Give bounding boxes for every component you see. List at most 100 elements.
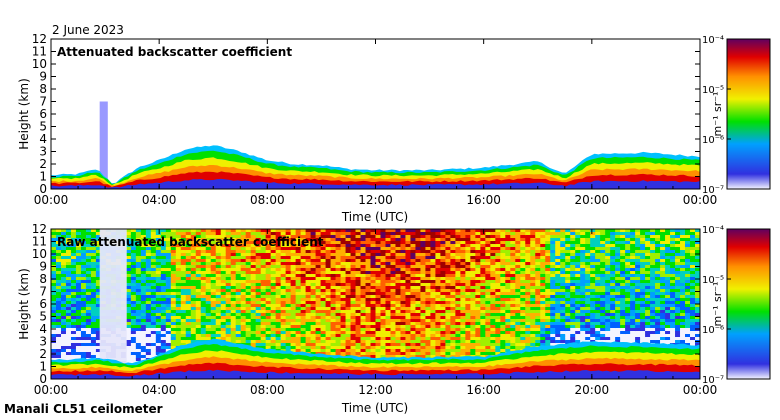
heatmap-cell xyxy=(425,334,431,338)
heatmap-cell xyxy=(395,229,401,233)
heatmap-cell xyxy=(415,352,421,356)
heatmap-cell xyxy=(55,349,62,353)
heatmap-cell xyxy=(450,274,456,278)
heatmap-cell xyxy=(370,298,376,302)
heatmap-cell xyxy=(275,346,282,350)
heatmap-cell xyxy=(425,232,431,236)
heatmap-cell xyxy=(190,262,197,266)
heatmap-cell xyxy=(400,346,406,350)
heatmap-cell xyxy=(75,328,82,332)
heatmap-cell xyxy=(325,313,331,317)
heatmap-cell xyxy=(160,331,167,335)
heatmap-cell xyxy=(350,232,356,236)
heatmap-cell xyxy=(135,340,142,344)
heatmap-cell xyxy=(205,247,212,251)
heatmap-cell xyxy=(365,229,371,233)
heatmap-cell xyxy=(480,247,486,251)
heatmap-cell xyxy=(530,241,536,245)
heatmap-cell xyxy=(225,301,232,305)
heatmap-cell xyxy=(485,349,491,353)
heatmap-cell xyxy=(220,292,227,296)
heatmap-cell xyxy=(410,334,416,338)
heatmap-cell xyxy=(280,328,287,332)
heatmap-cell xyxy=(515,343,521,347)
heatmap-cell xyxy=(305,322,311,326)
heatmap-cell xyxy=(295,328,302,332)
heatmap-cell xyxy=(295,319,302,323)
heatmap-cell xyxy=(90,232,97,236)
heatmap-cell xyxy=(350,316,356,320)
heatmap-cell xyxy=(310,319,316,323)
heatmap-cell xyxy=(520,334,526,338)
heatmap-cell xyxy=(230,235,237,239)
heatmap-cell xyxy=(130,229,137,233)
heatmap-cell xyxy=(405,340,411,344)
heatmap-cell xyxy=(170,250,177,254)
heatmap-cell xyxy=(425,325,431,329)
panel-attenuated: Attenuated backscatter coefficient 01234… xyxy=(17,32,771,224)
heatmap-cell xyxy=(370,328,376,332)
heatmap-cell xyxy=(215,304,222,308)
heatmap-cell xyxy=(250,283,257,287)
heatmap-cell xyxy=(225,229,232,233)
heatmap-cell xyxy=(440,289,446,293)
heatmap-cell xyxy=(335,295,341,299)
heatmap-cell xyxy=(330,298,336,302)
heatmap-cell xyxy=(520,307,526,311)
heatmap-cell xyxy=(520,316,526,320)
heatmap-cell xyxy=(60,244,67,248)
heatmap-cell xyxy=(215,274,222,278)
heatmap-cell xyxy=(390,337,396,341)
heatmap-cell xyxy=(470,298,476,302)
heatmap-cell xyxy=(470,346,476,350)
heatmap-cell xyxy=(75,304,82,308)
heatmap-cell xyxy=(160,274,167,278)
heatmap-cell xyxy=(520,250,526,254)
heatmap-cell xyxy=(245,325,252,329)
heatmap-cell xyxy=(395,316,401,320)
heatmap-cell xyxy=(430,277,436,281)
heatmap-cell xyxy=(95,286,102,290)
heatmap-cell xyxy=(135,310,142,314)
heatmap-cell xyxy=(315,235,321,239)
heatmap-cell xyxy=(335,277,341,281)
heatmap-cell xyxy=(200,328,207,332)
heatmap-cell xyxy=(80,304,87,308)
heatmap-cell xyxy=(445,229,451,233)
heatmap-cell xyxy=(235,253,242,257)
heatmap-cell xyxy=(165,319,172,323)
heatmap-cell xyxy=(470,304,476,308)
heatmap-cell xyxy=(480,238,486,242)
heatmap-cell xyxy=(385,274,391,278)
heatmap-cell xyxy=(65,262,72,266)
heatmap-cell xyxy=(455,343,461,347)
heatmap-cell xyxy=(340,271,346,275)
heatmap-cell xyxy=(185,271,192,275)
y-tick-label: 11 xyxy=(32,45,47,59)
heatmap-cell xyxy=(325,232,331,236)
heatmap-cell xyxy=(325,274,331,278)
heatmap-cell xyxy=(355,283,361,287)
heatmap-cell xyxy=(335,310,341,314)
heatmap-cell xyxy=(485,271,491,275)
heatmap-cell xyxy=(465,352,471,356)
heatmap-cell xyxy=(330,274,336,278)
heatmap-cell xyxy=(290,280,297,284)
heatmap-cell xyxy=(250,337,257,341)
heatmap-cell xyxy=(65,274,72,278)
heatmap-cell xyxy=(200,307,207,311)
heatmap-cell xyxy=(220,298,227,302)
heatmap-cell xyxy=(195,229,202,233)
heatmap-cell xyxy=(180,328,187,332)
heatmap-cell xyxy=(55,280,62,284)
heatmap-cell xyxy=(510,313,516,317)
heatmap-cell xyxy=(395,349,401,353)
heatmap-cell xyxy=(180,274,187,278)
heatmap-cell xyxy=(215,265,222,269)
heatmap-cell xyxy=(395,244,401,248)
heatmap-cell xyxy=(150,289,157,293)
heatmap-cell xyxy=(330,340,336,344)
heatmap-cell xyxy=(320,265,326,269)
heatmap-cell xyxy=(440,319,446,323)
heatmap-cell xyxy=(380,319,386,323)
